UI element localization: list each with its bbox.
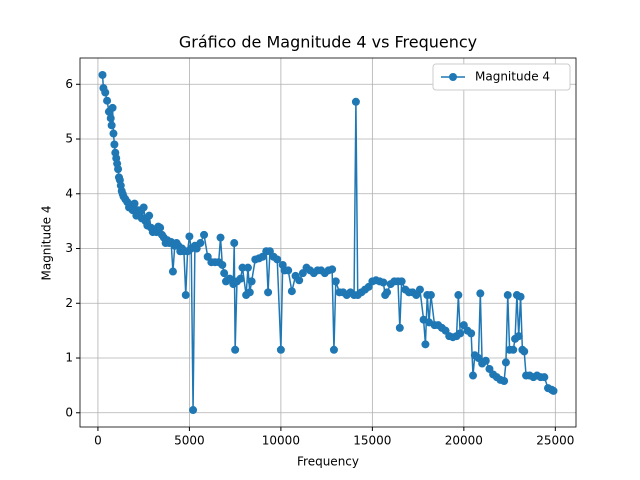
point <box>328 265 337 274</box>
point <box>500 377 509 386</box>
point <box>200 230 209 239</box>
point <box>503 291 512 300</box>
point <box>415 285 424 294</box>
point <box>108 103 117 112</box>
point <box>231 345 240 354</box>
point <box>189 406 198 415</box>
point <box>139 203 148 212</box>
plot-frame <box>79 57 577 428</box>
point <box>501 358 510 367</box>
point <box>421 340 430 349</box>
y-tick-label: 4 <box>65 186 73 200</box>
y-tick-label: 2 <box>65 296 73 310</box>
y-tick-label: 3 <box>65 241 73 255</box>
x-tick-label: 0 <box>94 434 102 448</box>
point <box>467 329 476 338</box>
point <box>287 287 296 296</box>
point <box>295 276 304 285</box>
chart-title: Gráfico de Magnitude 4 vs Frequency <box>179 33 477 52</box>
point <box>329 345 338 354</box>
point <box>540 373 549 382</box>
x-tick-label: 5000 <box>174 434 205 448</box>
point <box>276 345 285 354</box>
point <box>514 332 523 341</box>
point <box>145 211 154 220</box>
point <box>196 239 205 248</box>
point <box>284 266 293 275</box>
point <box>218 260 227 269</box>
point <box>238 263 247 272</box>
point <box>168 267 177 276</box>
point <box>549 386 558 395</box>
point <box>395 323 404 332</box>
x-tick-label: 25000 <box>536 434 574 448</box>
point <box>216 233 225 242</box>
point <box>98 70 107 79</box>
point <box>156 223 165 232</box>
y-tick-label: 6 <box>65 77 73 91</box>
x-tick-label: 15000 <box>353 434 391 448</box>
point <box>351 97 360 106</box>
y-axis-label: Magnitude 4 <box>40 205 54 280</box>
x-axis-label: Frequency <box>297 455 359 469</box>
point <box>230 239 239 248</box>
point <box>106 114 115 123</box>
point <box>383 288 392 297</box>
y-tick-label: 0 <box>65 405 73 419</box>
legend-marker <box>449 73 457 81</box>
y-tick-label: 5 <box>65 132 73 146</box>
legend-label: Magnitude 4 <box>475 70 550 84</box>
point <box>379 278 388 287</box>
y-tick-label: 1 <box>65 351 73 365</box>
point <box>103 96 112 105</box>
point <box>101 88 110 97</box>
point <box>397 277 406 286</box>
point <box>331 277 340 286</box>
point <box>516 292 525 301</box>
point <box>468 371 477 380</box>
point <box>243 263 252 272</box>
point <box>236 274 245 283</box>
point <box>454 291 463 300</box>
point <box>245 288 254 297</box>
x-tick-label: 20000 <box>445 434 483 448</box>
point <box>110 140 119 149</box>
point <box>273 255 282 264</box>
point <box>247 277 256 286</box>
point <box>181 291 190 300</box>
point <box>107 121 116 130</box>
point <box>481 356 490 365</box>
point <box>264 288 273 297</box>
point <box>114 165 123 174</box>
point <box>509 345 518 354</box>
point <box>130 199 139 208</box>
point <box>220 269 229 278</box>
x-tick-label: 10000 <box>262 434 300 448</box>
point <box>476 289 485 298</box>
point <box>456 329 465 338</box>
point <box>109 129 118 138</box>
point <box>185 232 194 241</box>
point <box>426 291 435 300</box>
point <box>520 347 529 356</box>
legend-box <box>432 63 571 91</box>
